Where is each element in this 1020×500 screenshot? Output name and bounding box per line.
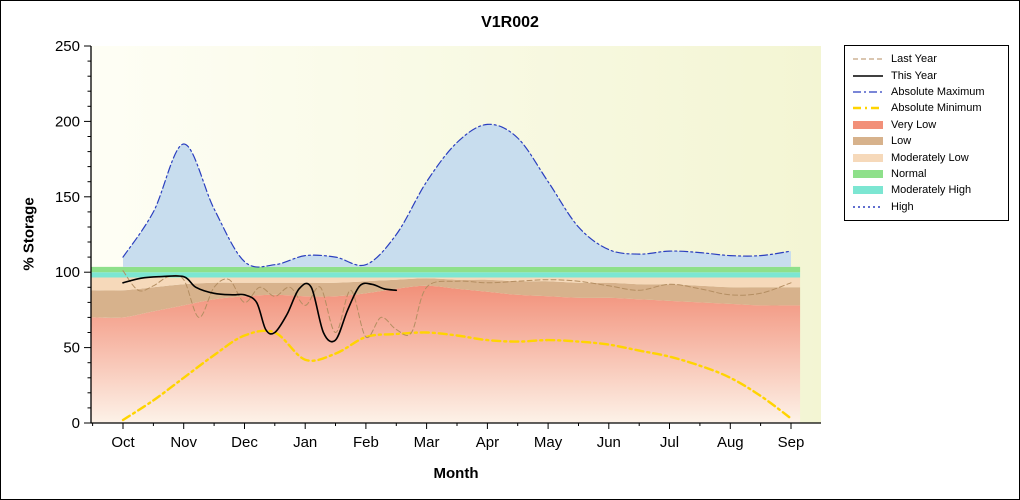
y-tick-label: 150 <box>55 189 80 206</box>
legend-swatch <box>853 205 883 208</box>
x-tick-label: Oct <box>111 434 135 451</box>
legend-swatch <box>853 137 883 146</box>
legend-label: Absolute Maximum <box>891 85 985 98</box>
legend-label: Low <box>891 135 912 148</box>
legend-label: Last Year <box>891 53 937 66</box>
band-moderately_high <box>91 272 801 278</box>
x-tick-label: May <box>534 434 563 451</box>
y-tick-label: 200 <box>55 113 80 130</box>
legend-label: Moderately Low <box>891 151 969 164</box>
legend-label: Moderately High <box>891 184 972 197</box>
band-high <box>123 124 791 268</box>
x-axis-title: Month <box>433 465 479 482</box>
y-tick-label: 100 <box>55 264 80 281</box>
legend-label: Absolute Minimum <box>891 102 982 115</box>
x-tick-label: Mar <box>414 434 440 451</box>
band-normal <box>91 266 801 273</box>
x-tick-label: Feb <box>353 434 379 451</box>
legend-swatch <box>853 153 883 162</box>
legend-item: Moderately High <box>851 182 1002 198</box>
series-this_year <box>122 275 398 343</box>
x-tick-label: Jun <box>597 434 621 451</box>
legend-item: Absolute Minimum <box>851 100 1002 116</box>
legend-swatch <box>853 120 883 129</box>
legend-swatch <box>853 58 883 60</box>
x-tick-label: Nov <box>170 434 197 451</box>
band-moderately_low <box>91 277 801 291</box>
legend-swatch <box>853 91 883 93</box>
legend: Last Year This Year Absolute Maximum Absolu… <box>844 45 1009 221</box>
x-tick-label: Dec <box>231 434 258 451</box>
legend-item: High <box>851 199 1002 215</box>
legend-item: Low <box>851 133 1002 149</box>
legend-label: Very Low <box>891 118 937 131</box>
series-absolute_minimum <box>121 329 793 422</box>
legend-item: This Year <box>851 67 1002 83</box>
legend-item: Absolute Maximum <box>851 84 1002 100</box>
band-very_low <box>91 285 801 423</box>
y-tick-label: 0 <box>72 415 80 432</box>
series-last_year <box>122 270 792 339</box>
y-tick-label: 250 <box>55 38 80 55</box>
y-tick-label: 50 <box>63 340 80 357</box>
legend-swatch <box>853 107 883 110</box>
legend-label: Normal <box>891 167 927 180</box>
x-tick-label: Sep <box>778 434 805 451</box>
x-tick-label: Jan <box>293 434 317 451</box>
legend-item: Very Low <box>851 117 1002 133</box>
legend-item: Moderately Low <box>851 149 1002 165</box>
legend-item: Normal <box>851 166 1002 182</box>
x-tick-label: Aug <box>717 434 744 451</box>
legend-swatch <box>853 169 883 178</box>
legend-item: Last Year <box>851 51 1002 67</box>
plot-area <box>91 123 801 423</box>
legend-label: This Year <box>891 69 937 82</box>
y-axis-title: % Storage <box>20 197 38 271</box>
legend-label: High <box>891 200 914 213</box>
legend-swatch <box>853 74 883 77</box>
series-absolute_maximum <box>122 123 792 268</box>
x-tick-label: Jul <box>660 434 679 451</box>
legend-swatch <box>853 186 883 195</box>
x-tick-label: Apr <box>476 434 499 451</box>
chart-title: V1R002 <box>481 14 539 31</box>
